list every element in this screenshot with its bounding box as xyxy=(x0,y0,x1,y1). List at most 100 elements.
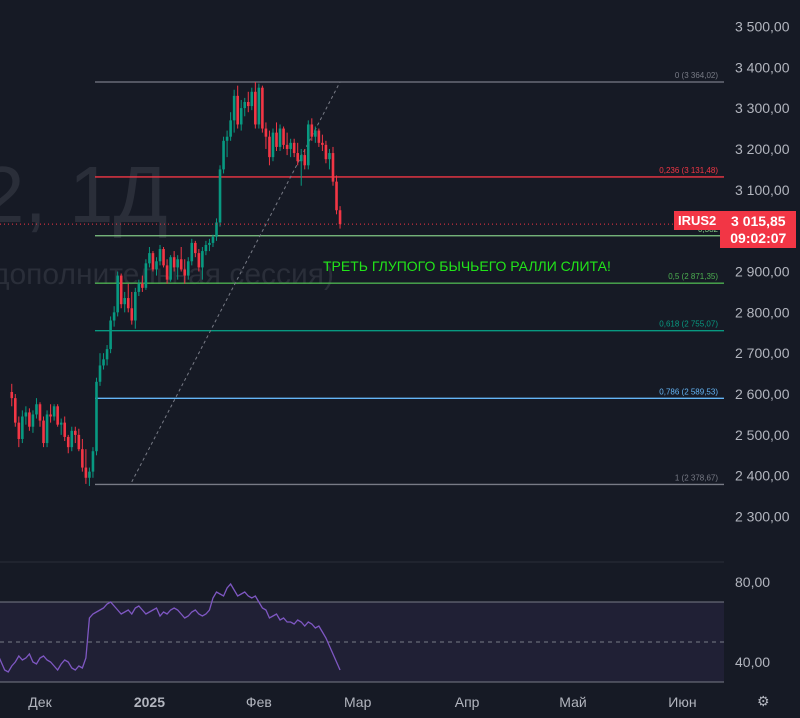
time-tick-label: Дек xyxy=(28,694,52,710)
fib-level-label: 0,5 (2 871,35) xyxy=(668,272,718,281)
price-tag: IRUS2 3 015,85 09:02:07 xyxy=(674,211,797,248)
candle-body xyxy=(144,263,148,288)
candle-body xyxy=(45,414,49,444)
candle-body xyxy=(222,140,225,170)
fib-level-label: 0,618 (2 755,07) xyxy=(659,320,718,329)
candle-body xyxy=(151,253,155,270)
candle-body xyxy=(176,259,179,268)
price-axis[interactable]: 3 500,00 3 400,00 3 300,00 3 200,00 3 100,00… xyxy=(735,18,790,524)
candle-body xyxy=(74,430,77,435)
settings-icon[interactable]: ⚙ xyxy=(757,693,770,709)
price-tick-label: 2 800,00 xyxy=(735,304,790,320)
candle-body xyxy=(172,257,176,268)
candle-body xyxy=(257,87,261,125)
candle-body xyxy=(264,128,268,137)
candle-body xyxy=(335,181,338,211)
price-tick-label: 2 400,00 xyxy=(735,468,790,484)
candle-body xyxy=(310,124,314,137)
candle-body xyxy=(243,101,247,109)
candle-body xyxy=(179,259,183,270)
candle-body xyxy=(328,153,331,160)
candle-body xyxy=(134,291,137,321)
candle-body xyxy=(338,210,342,225)
fib-level-label: 0,786 (2 589,53) xyxy=(659,387,718,396)
candle-body xyxy=(331,153,335,182)
candle-body xyxy=(137,283,141,292)
candle-body xyxy=(225,136,229,141)
candle-body xyxy=(324,144,328,160)
candle-body xyxy=(296,153,299,162)
price-tick-label: 2 900,00 xyxy=(735,264,790,280)
candle-body xyxy=(116,275,119,313)
candle-body xyxy=(119,275,123,305)
candle-body xyxy=(102,359,105,366)
candle-body xyxy=(84,467,88,478)
candle-body xyxy=(282,128,285,145)
candle-body xyxy=(52,406,56,417)
candle-body xyxy=(194,242,197,254)
candle-body xyxy=(112,312,116,321)
candle-body xyxy=(35,404,38,415)
candle-body xyxy=(278,128,282,147)
price-tick-label: 3 200,00 xyxy=(735,141,790,157)
candle-body xyxy=(126,298,130,309)
fib-level-label: 0 (3 364,02) xyxy=(675,71,718,80)
candle-body xyxy=(299,155,303,162)
price-tick-label: 3 500,00 xyxy=(735,18,790,34)
candle-body xyxy=(321,142,324,145)
candle-body xyxy=(201,251,204,268)
symbol-label: IRUS2 xyxy=(674,211,721,230)
rsi-line xyxy=(0,582,341,673)
price-tick-label: 3 400,00 xyxy=(735,59,790,75)
candle-body xyxy=(229,120,232,137)
candle-body xyxy=(56,406,59,425)
candle-body xyxy=(289,142,292,149)
candle-body xyxy=(246,101,250,107)
candle-body xyxy=(162,249,165,266)
candle-body xyxy=(91,451,95,472)
candle-body xyxy=(211,236,215,243)
candle-body xyxy=(169,257,172,280)
candle-body xyxy=(24,412,28,417)
candle-body xyxy=(183,269,187,276)
time-tick-label: Фев xyxy=(246,694,272,710)
candle-body xyxy=(81,449,84,468)
candle-body xyxy=(98,365,102,382)
candle-body xyxy=(49,414,52,417)
fib-level-label: 0,236 (3 131,48) xyxy=(659,166,718,175)
time-tick-label: Июн xyxy=(668,694,696,710)
candles xyxy=(10,81,342,486)
candle-body xyxy=(236,95,239,125)
candle-body xyxy=(204,244,208,252)
candle-body xyxy=(31,414,35,427)
candle-body xyxy=(158,249,162,262)
candle-body xyxy=(303,155,307,166)
price-tick-label: 2 700,00 xyxy=(735,345,790,361)
candle-body xyxy=(130,308,134,321)
candle-body xyxy=(232,95,236,121)
candle-body xyxy=(190,242,194,262)
candle-body xyxy=(254,91,257,125)
time-tick-label: Май xyxy=(559,694,586,710)
candle-body xyxy=(239,108,243,125)
candle-body xyxy=(17,422,21,439)
fibonacci-retracement[interactable]: 0 (3 364,02)0,236 (3 131,48)0,3820,5 (2 … xyxy=(95,71,724,486)
candle-body xyxy=(317,130,321,143)
candle-body xyxy=(155,261,158,270)
candle-body xyxy=(63,422,67,437)
last-price: 3 015,85 xyxy=(731,212,786,229)
rsi-tick-label: 80,00 xyxy=(735,574,770,590)
candle-body xyxy=(271,132,275,158)
candle-body xyxy=(21,416,24,439)
price-tick-label: 3 100,00 xyxy=(735,182,790,198)
candle-body xyxy=(165,265,169,280)
candle-body xyxy=(38,404,42,421)
price-tick-label: 2 300,00 xyxy=(735,509,790,525)
candle-body xyxy=(218,169,222,223)
time-tick-label: Мар xyxy=(344,694,372,710)
candle-body xyxy=(148,253,151,264)
chart-annotation[interactable]: ТРЕТЬ ГЛУПОГО БЫЧЬЕГО РАЛЛИ СЛИТА! xyxy=(323,258,611,274)
time-axis[interactable]: Дек 2025 Фев Мар Апр Май Июн xyxy=(28,694,696,710)
candle-body xyxy=(13,398,17,423)
